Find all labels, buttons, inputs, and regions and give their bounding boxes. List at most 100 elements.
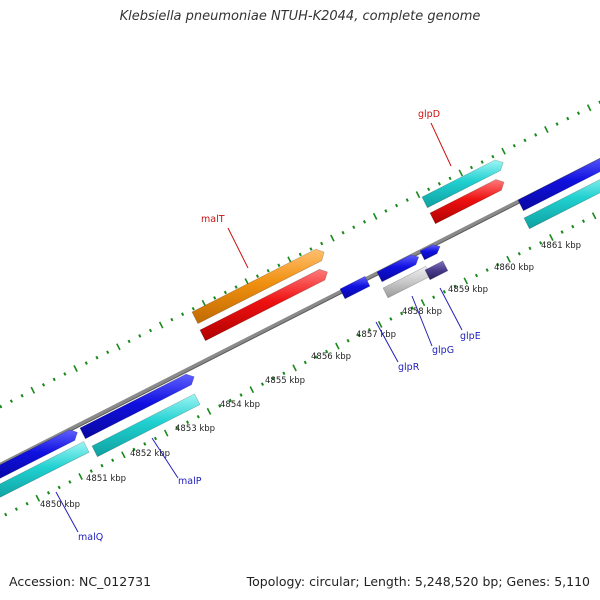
tick-mark xyxy=(52,377,56,382)
tick-mark xyxy=(346,338,350,343)
gene-arrow-red-glpD[interactable] xyxy=(429,179,505,225)
tick-mark xyxy=(158,321,164,329)
backbone-line-shade xyxy=(0,161,600,468)
tick-mark xyxy=(389,317,393,321)
tick-row-lower xyxy=(4,212,597,517)
tick-mark xyxy=(234,285,238,289)
tick-mark xyxy=(549,233,554,241)
coord-label: 4853 kbp xyxy=(175,424,215,434)
gene-arrow-blue-glpR[interactable] xyxy=(339,275,371,300)
tick-mark xyxy=(544,125,549,133)
tick-mark xyxy=(63,372,67,376)
tick-mark xyxy=(480,160,484,164)
tick-mark xyxy=(362,220,367,224)
tick-mark xyxy=(111,458,115,463)
gene-arrow-blue-malP[interactable] xyxy=(79,373,195,440)
gene-label-glpD[interactable]: glpD xyxy=(418,109,440,120)
tick-mark xyxy=(282,371,286,376)
tick-mark xyxy=(303,360,307,365)
gene-arrow-cyan-left[interactable] xyxy=(0,441,90,500)
tick-mark xyxy=(448,176,452,181)
coord-label: 4859 kbp xyxy=(448,285,488,295)
gene-arrow-purple-glpE[interactable] xyxy=(424,260,449,281)
gene-arrow-cyan-malP[interactable] xyxy=(91,393,201,458)
tick-mark xyxy=(100,463,104,468)
tick-mark xyxy=(277,263,281,268)
gene-label-malT[interactable]: malT xyxy=(201,214,225,225)
coord-label: 4858 kbp xyxy=(402,307,442,317)
tick-mark xyxy=(534,133,538,137)
tick-mark xyxy=(463,277,469,285)
tick-mark xyxy=(106,350,110,355)
leader-line-glpR xyxy=(375,321,399,363)
tick-mark xyxy=(506,255,511,263)
coord-label: 4860 kbp xyxy=(494,263,534,273)
leader-line-malQ xyxy=(55,491,79,533)
tick-mark xyxy=(218,404,222,408)
tick-mark xyxy=(314,355,318,359)
gene-label-malP[interactable]: malP xyxy=(178,476,202,487)
tick-mark xyxy=(352,225,356,230)
tick-mark xyxy=(132,447,136,452)
tick-row-upper xyxy=(0,100,600,409)
tick-mark xyxy=(591,212,597,220)
tick-mark xyxy=(453,284,457,289)
gene-arrow-cyan-glpD[interactable] xyxy=(421,159,504,209)
tick-mark xyxy=(555,122,559,126)
tick-mark xyxy=(309,247,313,251)
coord-label: 4861 kbp xyxy=(541,241,581,251)
gene-label-glpG[interactable]: glpG xyxy=(432,345,454,356)
tick-mark xyxy=(437,182,441,186)
tick-mark xyxy=(249,386,255,394)
tick-mark xyxy=(138,334,142,338)
tick-mark xyxy=(84,361,88,365)
gene-arrow-blue-glpE[interactable] xyxy=(419,244,441,261)
tick-mark xyxy=(427,187,431,192)
tick-mark xyxy=(4,512,8,517)
tick-mark xyxy=(377,320,383,328)
tick-mark xyxy=(367,328,372,332)
coord-label: 4854 kbp xyxy=(220,400,260,410)
gene-arrow-orange-malT[interactable] xyxy=(191,248,325,325)
gene-label-malQ[interactable]: malQ xyxy=(78,532,103,543)
gene-arrow-cyan-right[interactable] xyxy=(523,173,600,230)
tick-mark xyxy=(46,491,51,495)
coord-label: 4852 kbp xyxy=(130,449,170,459)
gene-arrow-blue-left[interactable] xyxy=(0,429,78,481)
tick-mark xyxy=(186,420,190,424)
tick-mark xyxy=(410,306,414,310)
tick-mark xyxy=(73,365,78,373)
tick-mark xyxy=(341,230,345,235)
tick-mark xyxy=(469,165,474,170)
gene-label-glpE[interactable]: glpE xyxy=(460,331,481,342)
tick-mark xyxy=(116,343,121,351)
tick-mark xyxy=(581,219,586,223)
leader-line-glpD xyxy=(430,122,452,167)
leader-line-glpG xyxy=(411,295,433,347)
tick-mark xyxy=(14,507,18,511)
tick-mark xyxy=(325,349,329,354)
tick-mark xyxy=(335,342,340,350)
tick-mark xyxy=(148,328,153,333)
gene-label-glpR[interactable]: glpR xyxy=(398,362,420,373)
tick-mark xyxy=(400,311,404,316)
gene-arrow-blue-glpG[interactable] xyxy=(376,254,420,283)
tick-mark xyxy=(260,382,265,386)
tick-mark xyxy=(292,364,297,372)
tick-mark xyxy=(372,212,378,220)
tick-mark xyxy=(25,501,29,506)
tick-mark xyxy=(560,230,564,234)
gene-arrow-blue-right[interactable] xyxy=(517,155,600,212)
tick-mark xyxy=(442,290,446,294)
leader-line-glpE xyxy=(439,287,463,331)
tick-mark xyxy=(143,442,147,446)
tick-mark xyxy=(405,198,409,202)
gene-arrow-red-malT[interactable] xyxy=(199,268,328,342)
tick-mark xyxy=(330,234,335,242)
tick-mark xyxy=(271,376,275,381)
tick-mark xyxy=(95,355,99,360)
tick-mark xyxy=(491,154,495,159)
backbone-line xyxy=(0,157,600,468)
